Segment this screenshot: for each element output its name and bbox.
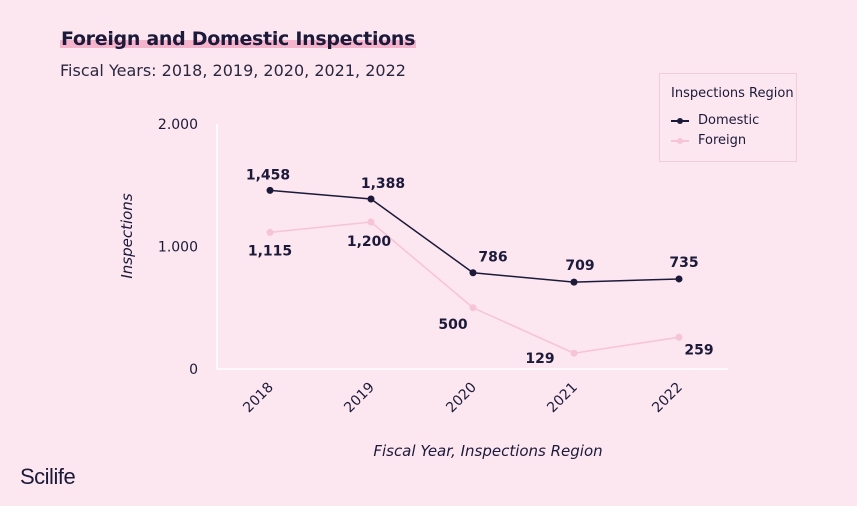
x-axis-label: Fiscal Year, Inspections Region (373, 442, 602, 460)
data-point-domestic (266, 186, 274, 194)
chart-title-text: Foreign and Domestic Inspections (61, 28, 416, 50)
data-point-foreign (570, 349, 578, 357)
data-label-domestic: 735 (669, 255, 698, 271)
data-label-foreign: 259 (684, 342, 713, 358)
data-point-domestic (675, 275, 683, 283)
x-tick-label: 2022 (649, 380, 686, 417)
legend-marker-foreign (677, 138, 683, 144)
legend-marker-domestic (677, 118, 683, 124)
chart-title: Foreign and Domestic Inspections (60, 28, 417, 50)
data-point-foreign (469, 304, 477, 312)
data-point-foreign (367, 218, 375, 226)
x-tick-label: 2019 (341, 380, 378, 417)
legend-label-domestic: Domestic (698, 113, 760, 128)
data-label-domestic: 1,458 (246, 167, 290, 183)
data-label-foreign: 129 (525, 351, 554, 367)
data-label-domestic: 786 (478, 250, 507, 266)
data-label-foreign: 1,115 (248, 243, 292, 259)
x-tick-label: 2020 (443, 380, 480, 417)
data-point-domestic (367, 195, 375, 203)
data-point-domestic (570, 278, 578, 286)
chart-title-wrap: Foreign and Domestic Inspections (60, 28, 417, 50)
data-point-foreign (675, 333, 683, 341)
series-line-foreign (269, 221, 680, 354)
legend-label-foreign: Foreign (698, 133, 747, 148)
y-axis-label: Inspections (118, 193, 136, 278)
data-point-domestic (469, 269, 477, 277)
x-tick-label: 2018 (240, 380, 277, 417)
data-label-foreign: 500 (438, 317, 467, 333)
data-label-domestic: 709 (565, 258, 594, 274)
data-point-foreign (266, 228, 274, 236)
data-label-foreign: 1,200 (347, 234, 392, 250)
legend: Inspections Region Domestic Foreign (659, 73, 797, 162)
y-tick-label: 0 (189, 362, 198, 378)
legend-title: Inspections Region (671, 86, 794, 101)
y-tick-label: 2.000 (158, 117, 198, 133)
brand-logo: Scilife (20, 464, 76, 489)
series-line-domestic (269, 189, 680, 283)
y-tick-label: 1.000 (158, 240, 198, 256)
chart-subtitle: Fiscal Years: 2018, 2019, 2020, 2021, 20… (60, 61, 406, 80)
data-label-domestic: 1,388 (361, 176, 405, 192)
x-tick-label: 2021 (544, 380, 581, 417)
